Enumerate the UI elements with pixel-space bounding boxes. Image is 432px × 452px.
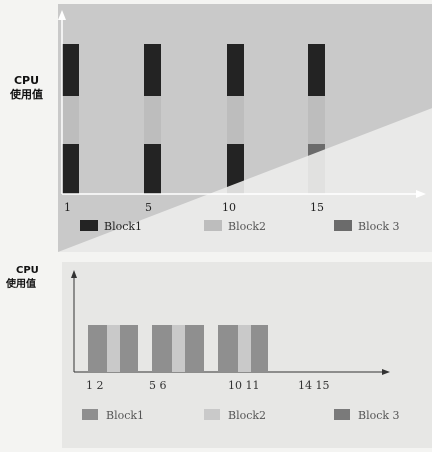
top-ylabel-line1: CPU [13, 74, 40, 87]
bottom-y-arrow [71, 270, 77, 278]
top-ylabel-line2: 使用值 [10, 88, 43, 101]
bottom-bar-group-3 [218, 325, 268, 372]
top-x-tick: 1 [64, 201, 71, 214]
top-ylabel: CPU 使用值 [10, 74, 43, 102]
top-legend-swatch-block1 [80, 220, 98, 231]
top-legend-swatch-block2 [204, 220, 222, 231]
bottom-legend-label-block1: Block1 [106, 409, 144, 422]
bottom-x-tick: 1 2 [86, 379, 104, 392]
top-x-tick: 15 [310, 201, 324, 214]
bottom-diagram-panel: 1 2 5 6 10 11 14 15 Block1 Block2 Block … [62, 262, 432, 448]
top-x-tick: 10 [222, 201, 236, 214]
bottom-x-tick: 5 6 [149, 379, 167, 392]
bottom-x-tick: 10 11 [228, 379, 260, 392]
top-x-arrow [416, 190, 426, 198]
bottom-legend-label-block3: Block 3 [358, 409, 400, 422]
top-y-arrow [58, 10, 66, 20]
top-bar-3 [227, 44, 244, 194]
bottom-x-tick: 14 15 [298, 379, 330, 392]
top-legend-label-block3: Block 3 [358, 220, 400, 233]
bottom-diagram: 1 2 5 6 10 11 14 15 Block1 Block2 Block … [71, 270, 400, 422]
top-diagram [62, 44, 325, 194]
bottom-x-arrow [382, 369, 390, 375]
bottom-ylabel-line2: 使用值 [6, 279, 36, 290]
top-legend-label-block2: Block2 [228, 220, 266, 233]
top-legend-swatch-block3 [334, 220, 352, 231]
bottom-legend-swatch-block2 [204, 409, 220, 420]
bottom-ylabel-line1: CPU [16, 265, 39, 276]
bottom-legend-swatch-block3 [334, 409, 350, 420]
top-axes-layer: 1 5 10 15 Block1 Block2 Block 3 [58, 10, 426, 233]
top-bar-1 [62, 44, 79, 194]
bottom-legend-swatch-block1 [82, 409, 98, 420]
bottom-ylabel: CPU 使用值 [6, 264, 39, 292]
bottom-bar-group-1 [88, 325, 138, 372]
top-diagram-panel: 1 5 10 15 Block1 Block2 Block 3 [58, 4, 432, 252]
top-x-tick: 5 [145, 201, 152, 214]
top-legend-label-block1: Block1 [104, 220, 142, 233]
bottom-bar-group-2 [152, 325, 204, 372]
top-bar-2 [144, 44, 161, 194]
bottom-legend-label-block2: Block2 [228, 409, 266, 422]
